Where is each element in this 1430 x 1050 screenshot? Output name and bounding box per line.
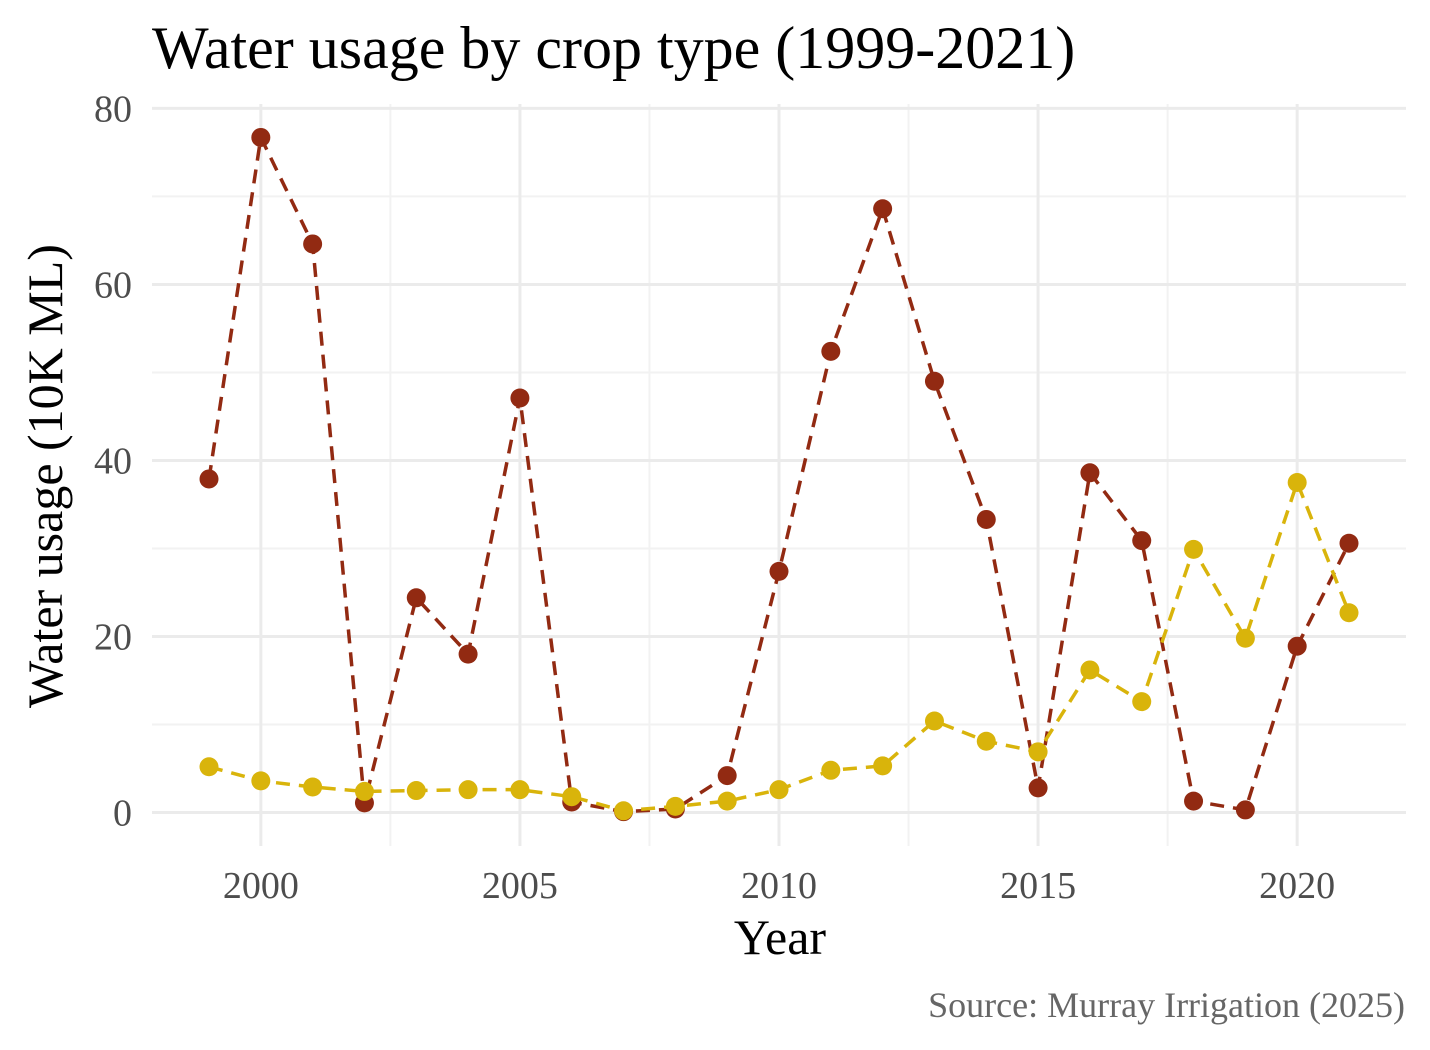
data-point <box>406 781 426 801</box>
data-point <box>1235 800 1255 820</box>
y-tick-label: 20 <box>94 617 132 659</box>
data-point <box>665 796 685 816</box>
data-point <box>717 791 737 811</box>
tick-labels: 0 20 40 60 80 2000 2005 2010 2015 2020 <box>94 88 1335 907</box>
data-point <box>873 199 893 219</box>
data-point <box>458 780 478 800</box>
data-point <box>303 234 323 254</box>
data-point <box>1339 533 1359 553</box>
data-point <box>199 757 219 777</box>
y-tick-label: 60 <box>94 264 132 306</box>
y-tick-label: 0 <box>113 793 132 835</box>
data-point <box>924 371 944 391</box>
data-point <box>873 756 893 776</box>
x-tick-label: 2015 <box>1000 865 1076 907</box>
data-point <box>1028 742 1048 762</box>
data-point <box>1287 636 1307 656</box>
y-axis-title: Water usage (10K ML) <box>17 244 73 708</box>
data-point <box>976 731 996 751</box>
data-point <box>510 780 530 800</box>
x-tick-label: 2000 <box>223 865 299 907</box>
data-point <box>1235 628 1255 648</box>
data-point <box>976 509 996 529</box>
data-point <box>821 760 841 780</box>
data-point <box>1184 539 1204 559</box>
data-point <box>1132 531 1152 551</box>
data-point <box>458 644 478 664</box>
data-point <box>1339 603 1359 623</box>
x-tick-label: 2010 <box>741 865 817 907</box>
x-tick-label: 2020 <box>1259 865 1335 907</box>
data-point <box>1132 692 1152 712</box>
data-point <box>199 469 219 489</box>
data-point <box>562 787 582 807</box>
data-point <box>510 388 530 408</box>
grid <box>152 104 1406 846</box>
x-tick-label: 2005 <box>482 865 558 907</box>
data-point <box>354 781 374 801</box>
x-axis-title: Year <box>734 909 826 965</box>
data-point <box>303 777 323 797</box>
data-point <box>614 801 634 821</box>
data-point <box>1287 472 1307 492</box>
series-group <box>199 127 1359 822</box>
data-point <box>1028 778 1048 798</box>
data-point <box>251 771 271 791</box>
chart-title: Water usage by crop type (1999-2021) <box>152 15 1075 81</box>
data-point <box>769 561 789 581</box>
series-2 <box>199 472 1359 821</box>
data-point <box>1080 463 1100 483</box>
data-point <box>717 766 737 786</box>
data-point <box>406 588 426 608</box>
chart-caption: Source: Murray Irrigation (2025) <box>928 985 1405 1025</box>
data-point <box>251 127 271 147</box>
data-point <box>1080 660 1100 680</box>
y-tick-label: 40 <box>94 440 132 482</box>
data-point <box>924 711 944 731</box>
y-tick-label: 80 <box>94 88 132 130</box>
data-point <box>769 780 789 800</box>
data-point <box>1184 791 1204 811</box>
data-point <box>821 341 841 361</box>
